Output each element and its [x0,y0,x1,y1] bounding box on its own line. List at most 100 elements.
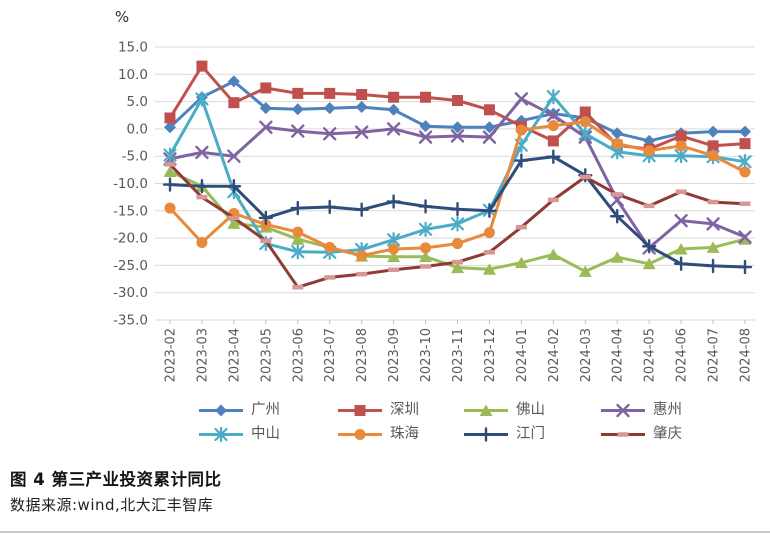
huizhou-marker [323,127,337,141]
foshan-marker [291,233,305,245]
zhongshan-marker [578,126,592,142]
shenzhen-marker [707,140,719,152]
foshan-marker [163,165,177,177]
guangzhou-marker [707,125,720,138]
x-tick-label: 2023-10 [419,328,434,382]
legend-marker-shenzhen [338,404,382,416]
guangzhou-marker [483,121,496,134]
x-tick-label: 2024-05 [643,328,658,382]
x-axis-tick-labels: 2023-02 2023-03 2023-04 2023-05 2023-06 2023-… [164,320,754,382]
y-tick-label: -15.0 [113,203,148,219]
x-tick-label: 2023-09 [387,328,402,382]
huizhou-marker [227,149,241,163]
huizhou-marker [738,230,752,244]
legend-label-guangzhou: 广州 [251,401,280,418]
zhuhai-marker [164,202,176,214]
line-chart: 15.0 10.0 5.0 0.0 -5.0 -10.0 -15.0 -20.0 -25.0 -3… [113,8,755,382]
jiangmen-marker [258,210,274,226]
legend-label-zhuhai: 珠海 [390,425,419,442]
guangzhou-marker [355,101,368,114]
foshan-marker [546,248,560,260]
x-tick-label: 2024-02 [547,328,562,382]
jiangmen-marker [737,259,753,275]
jiangmen-marker [162,177,178,192]
zhuhai-marker [579,116,591,128]
x-tick-label: 2023-12 [483,328,498,382]
legend-marker-glyph-huizhou [616,403,630,417]
series-zhongshan [163,89,752,260]
zhongshan-marker [418,221,433,237]
guangzhou-marker [419,120,432,133]
guangzhou-marker [739,125,751,138]
huizhou-marker [195,145,209,160]
zhuhai-marker [483,227,495,239]
zhuhai-marker [707,150,719,162]
x-tick-label: 2023-04 [227,328,242,382]
x-tick-label: 2024-01 [515,328,530,382]
foshan-marker [578,265,592,277]
legend-label-foshan: 佛山 [516,401,545,418]
x-tick-label: 2023-07 [323,328,338,382]
series-jiangmen [162,149,753,275]
zhuhai-marker [196,236,208,248]
y-tick-label: -10.0 [113,176,148,192]
y-tick-label: -35.0 [113,313,148,329]
legend-item-shenzhen: 深圳 [337,403,463,418]
jiangmen-marker [322,199,337,215]
legend-marker-glyph-jiangmen [478,426,494,442]
x-tick-label: 2023-03 [195,328,210,382]
series-zhaoqing [164,162,751,290]
guangzhou-marker [451,121,464,134]
x-tick-label: 2023-06 [291,328,306,382]
shenzhen-marker [452,95,463,107]
huizhou-marker [259,120,273,134]
guangzhou-marker [323,102,336,115]
guangzhou-marker [164,121,176,134]
shenzhen-marker [324,87,336,99]
chart-legend: 广州 深圳 佛山 惠州 中山 珠海 江门 肇庆 [198,398,730,446]
x-tick-label: 2024-04 [611,328,626,382]
legend-marker-glyph-zhongshan [214,426,228,442]
x-tick-label: 2024-07 [707,328,722,382]
huizhou-marker [514,92,529,106]
huizhou-marker [450,129,465,143]
foshan-marker [419,250,433,263]
legend-marker-jiangmen [464,426,508,442]
guangzhou-marker [611,127,624,140]
shenzhen-marker [420,91,432,103]
legend-marker-glyph-zhuhai [354,428,366,440]
jiangmen-marker [641,239,657,254]
legend-item-zhongshan: 中山 [198,426,337,442]
bottom-divider [0,531,770,533]
huizhou-marker [482,130,497,144]
shenzhen-marker [292,87,304,99]
zhuhai-marker [324,241,336,253]
y-tick-label: -20.0 [113,231,148,247]
guangzhou-marker [227,75,240,88]
foshan-marker [514,256,528,269]
guangzhou-marker [387,103,400,116]
y-tick-label: -30.0 [113,285,148,301]
x-tick-label: 2024-03 [579,328,594,382]
legend-marker-foshan [464,404,508,416]
guangzhou-marker [291,103,304,116]
legend-marker-guangzhou [199,404,243,416]
x-tick-label: 2024-08 [739,328,754,382]
legend-marker-zhuhai [338,428,382,440]
zhuhai-marker [292,226,304,238]
jiangmen-marker [418,199,433,214]
zhongshan-marker [163,147,177,163]
jiangmen-marker [673,256,689,271]
jiangmen-marker [482,203,497,218]
legend-item-huizhou: 惠州 [600,403,730,418]
zhongshan-marker [291,244,305,260]
jiangmen-marker [514,153,529,168]
shenzhen-marker [483,104,495,116]
legend-item-jiangmen: 江门 [463,427,600,442]
zhuhai-marker [420,242,432,254]
zhuhai-marker [611,138,623,150]
legend-item-guangzhou: 广州 [198,403,337,418]
zhongshan-marker [738,154,752,170]
jiangmen-marker [290,200,305,216]
shenzhen-marker [547,135,559,147]
